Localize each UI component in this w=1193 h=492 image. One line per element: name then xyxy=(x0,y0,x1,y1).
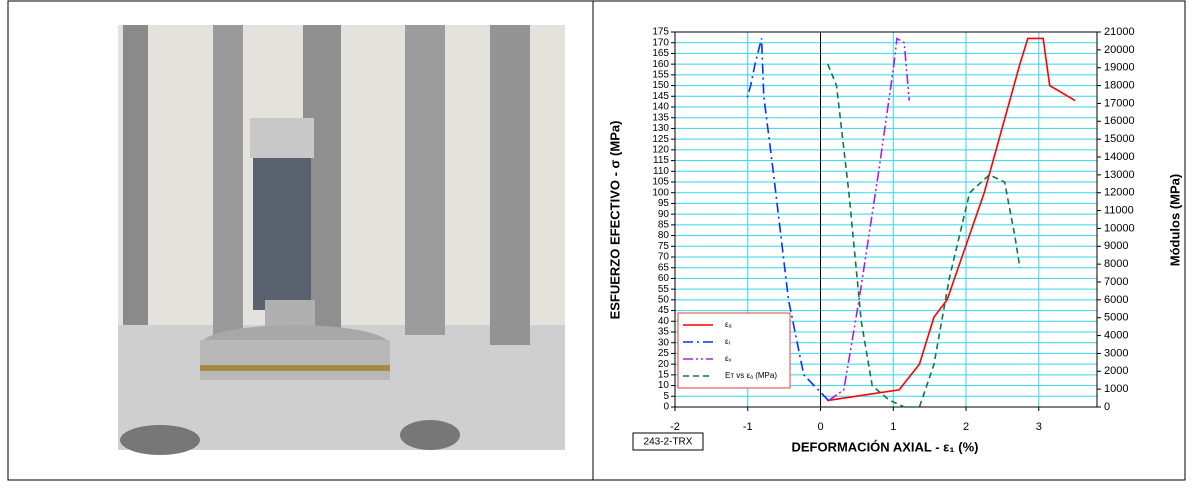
y-tick-label: 50 xyxy=(658,294,670,305)
y-tick-label: 40 xyxy=(658,316,670,327)
y-tick-label: 55 xyxy=(658,284,670,295)
x-tick-label: 1 xyxy=(890,421,896,433)
y-tick-label: 130 xyxy=(652,123,669,134)
y2-tick-label: 3000 xyxy=(1104,347,1128,359)
legend-label: εᵣ xyxy=(725,337,731,346)
annotation: 243-2-TRX xyxy=(644,437,693,448)
y2-tick-label: 8000 xyxy=(1104,258,1128,270)
y-tick-label: 70 xyxy=(658,252,670,263)
x-tick-label: -2 xyxy=(670,421,680,433)
x-tick-label: 0 xyxy=(817,421,823,433)
x-tick-label: 3 xyxy=(1036,421,1042,433)
legend: εₐ εᵣ εᵥ Eᴛ vs εₐ (MPa) xyxy=(677,312,791,389)
y2-tick-label: 13000 xyxy=(1104,169,1135,181)
y2-tick-label: 1000 xyxy=(1104,383,1128,395)
y2-tick-label: 4000 xyxy=(1104,329,1128,341)
y-tick-label: 95 xyxy=(658,198,670,209)
series-line xyxy=(826,37,1076,402)
x-axis-title: DEFORMACIÓN AXIAL - ε₁ (%) xyxy=(791,439,978,454)
legend-label: εₐ xyxy=(725,320,733,329)
y-tick-label: 15 xyxy=(658,369,670,380)
y-tick-label: 155 xyxy=(652,69,669,80)
y-tick-label: 175 xyxy=(652,27,669,38)
table-border xyxy=(7,0,1186,481)
y-tick-label: 100 xyxy=(652,187,669,198)
y2-tick-label: 20000 xyxy=(1104,44,1135,56)
y-tick-label: 150 xyxy=(652,80,669,91)
series-line xyxy=(827,63,1021,408)
y-tick-label: 25 xyxy=(658,348,670,359)
y-tick-label: 65 xyxy=(658,262,670,273)
y-tick-label: 20 xyxy=(658,359,670,370)
y-tick-label: 75 xyxy=(658,241,670,252)
y2-tick-label: 18000 xyxy=(1104,79,1135,91)
y2-tick-label: 17000 xyxy=(1104,97,1135,109)
y-tick-label: 0 xyxy=(663,402,669,413)
y-tick-label: 135 xyxy=(652,112,669,123)
y-tick-label: 110 xyxy=(653,166,669,177)
series-line xyxy=(745,38,830,402)
y-tick-label: 125 xyxy=(652,134,669,145)
legend-label: Eᴛ vs εₐ (MPa) xyxy=(725,371,777,380)
y2-tick-label: 16000 xyxy=(1104,115,1135,127)
photo xyxy=(118,25,565,455)
y2-tick-label: 2000 xyxy=(1104,365,1128,377)
y-tick-label: 10 xyxy=(658,380,670,391)
plot-frame xyxy=(674,31,1098,408)
y-tick-label: 30 xyxy=(658,337,670,348)
y2-axis-title: Módulos (MPa) xyxy=(1167,174,1182,266)
y-tick-label: 45 xyxy=(658,305,670,316)
y2-tick-label: 12000 xyxy=(1104,187,1135,199)
series-line xyxy=(828,37,911,402)
y2-tick-label: 0 xyxy=(1104,401,1110,413)
y2-tick-label: 9000 xyxy=(1104,240,1128,252)
y-tick-label: 85 xyxy=(658,219,670,230)
y-tick-label: 170 xyxy=(652,37,669,48)
y2-tick-label: 10000 xyxy=(1104,222,1135,234)
y2-tick-label: 21000 xyxy=(1104,26,1135,38)
y2-tick-label: 19000 xyxy=(1104,62,1135,74)
y-tick-label: 60 xyxy=(658,273,670,284)
x-tick-label: 2 xyxy=(963,421,969,433)
y-tick-label: 80 xyxy=(658,230,670,241)
y2-tick-label: 11000 xyxy=(1104,204,1134,216)
y2-tick-label: 7000 xyxy=(1104,276,1128,288)
y2-tick-label: 5000 xyxy=(1104,312,1128,324)
y-tick-label: 120 xyxy=(652,144,669,155)
y-tick-label: 115 xyxy=(653,155,669,166)
annotation-box xyxy=(632,432,704,451)
y-tick-label: 90 xyxy=(658,209,670,220)
y-tick-label: 35 xyxy=(658,327,670,338)
y2-tick-label: 6000 xyxy=(1104,294,1128,306)
y-tick-label: 165 xyxy=(652,48,669,59)
y2-tick-label: 14000 xyxy=(1104,151,1135,163)
y-axis-title: ESFUERZO EFECTIVO - σ (MPa) xyxy=(607,121,622,320)
y-tick-label: 105 xyxy=(652,177,669,188)
legend-label: εᵥ xyxy=(725,354,732,363)
y-tick-label: 145 xyxy=(652,91,669,102)
y-tick-label: 5 xyxy=(663,391,669,402)
y-tick-label: 160 xyxy=(652,59,669,70)
x-tick-label: -1 xyxy=(743,421,753,433)
y-tick-label: 140 xyxy=(652,102,669,113)
y2-tick-label: 15000 xyxy=(1104,133,1135,145)
